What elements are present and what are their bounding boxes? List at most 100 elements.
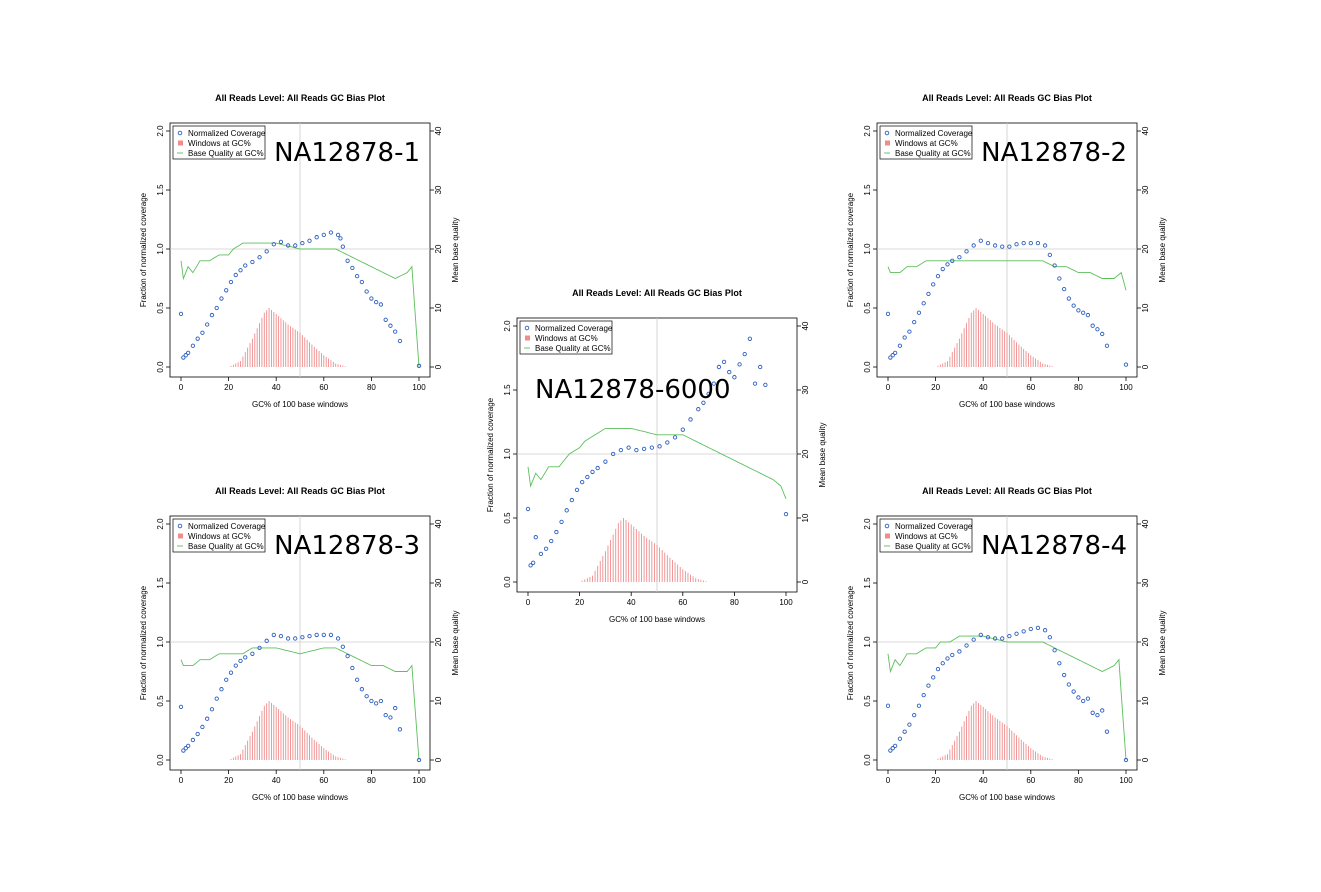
coverage-point xyxy=(228,670,234,675)
coverage-point xyxy=(185,743,191,748)
coverage-point xyxy=(742,352,747,357)
coverage-point xyxy=(1081,698,1086,704)
x-tick-label: 20 xyxy=(224,383,233,392)
coverage-point xyxy=(300,240,305,246)
legend-windows-marker xyxy=(178,533,183,539)
coverage-point xyxy=(978,632,983,638)
y-tick-label: 1.0 xyxy=(503,448,512,460)
coverage-point xyxy=(641,446,647,452)
legend-box xyxy=(172,125,266,160)
y2-axis-label: Mean base quality xyxy=(451,611,460,676)
coverage-point xyxy=(1104,729,1110,734)
y2-tick-label: 10 xyxy=(434,303,443,312)
coverage-point xyxy=(950,258,955,263)
chart-svg: All Reads Level: All Reads GC Bias Plot 0… xyxy=(846,486,1167,802)
coverage-point xyxy=(264,638,269,643)
coverage-point xyxy=(233,272,238,278)
coverage-point xyxy=(888,748,893,753)
coverage-point xyxy=(618,448,624,453)
coverage-point xyxy=(916,703,922,708)
coverage-point xyxy=(538,551,544,556)
x-tick-label: 80 xyxy=(367,776,376,785)
coverage-point xyxy=(238,658,243,664)
coverage-point xyxy=(271,242,276,247)
x-tick-label: 100 xyxy=(779,598,793,607)
coverage-point xyxy=(190,343,196,348)
coverage-point xyxy=(1061,286,1067,292)
coverage-point xyxy=(181,355,186,360)
coverage-point xyxy=(957,255,962,260)
coverage-point xyxy=(219,687,224,692)
legend-coverage-marker xyxy=(884,130,890,136)
coverage-point xyxy=(945,262,950,267)
coverage-point xyxy=(195,731,200,737)
base-quality-line xyxy=(180,242,420,368)
coverage-point xyxy=(209,707,215,712)
x-tick-label: 60 xyxy=(1026,383,1035,392)
y2-tick-label: 40 xyxy=(1141,519,1150,528)
coverage-point xyxy=(285,636,291,641)
legend-item: Windows at GC% xyxy=(895,532,958,541)
coverage-point xyxy=(271,632,276,638)
coverage-point xyxy=(533,535,538,540)
x-tick-label: 60 xyxy=(319,383,328,392)
y2-axis-label: Mean base quality xyxy=(451,218,460,283)
coverage-point xyxy=(1057,276,1062,281)
y-tick-label: 0.0 xyxy=(863,361,872,373)
coverage-point xyxy=(1095,327,1100,332)
coverage-point xyxy=(892,350,898,355)
y-tick-label: 1.0 xyxy=(863,636,872,648)
coverage-point xyxy=(243,655,248,660)
coverage-point xyxy=(907,329,912,334)
coverage-point xyxy=(890,746,895,751)
coverage-point xyxy=(183,353,188,358)
y2-axis-label: Mean base quality xyxy=(1158,611,1167,676)
coverage-point xyxy=(964,249,969,254)
coverage-point xyxy=(935,273,941,279)
coverage-point xyxy=(285,243,291,248)
legend-item: Base Quality at GC% xyxy=(895,542,971,551)
coverage-point xyxy=(181,748,186,753)
coverage-point xyxy=(912,320,917,325)
coverage-point xyxy=(300,635,305,640)
sample-label: NA12878-4 xyxy=(981,531,1127,561)
coverage-point xyxy=(1123,757,1129,763)
legend-box xyxy=(519,320,613,355)
coverage-point xyxy=(1028,240,1033,246)
coverage-point xyxy=(1000,244,1005,249)
coverage-point xyxy=(364,289,369,294)
coverage-point xyxy=(931,675,936,680)
y-tick-label: 0.0 xyxy=(863,754,872,766)
legend-item: Normalized Coverage xyxy=(188,522,266,531)
coverage-point xyxy=(397,727,403,732)
coverage-point xyxy=(1021,240,1026,246)
coverage-point xyxy=(350,265,355,271)
coverage-point xyxy=(321,232,326,237)
gc-bias-panel-na12878-3: All Reads Level: All Reads GC Bias Plot 0… xyxy=(125,478,470,808)
x-axis-label: GC% of 100 base windows xyxy=(252,793,348,802)
base-quality-line xyxy=(527,427,787,499)
coverage-point xyxy=(711,381,716,386)
gc-bias-panel-na12878-1: All Reads Level: All Reads GC Bias Plot 0… xyxy=(125,85,470,415)
y-tick-label: 0.0 xyxy=(156,361,165,373)
coverage-point xyxy=(397,338,403,344)
coverage-point xyxy=(985,240,991,246)
chart-title: All Reads Level: All Reads GC Bias Plot xyxy=(922,93,1092,103)
coverage-point xyxy=(233,663,238,668)
coverage-point xyxy=(1071,689,1076,694)
coverage-point xyxy=(564,508,569,513)
coverage-point xyxy=(945,656,950,661)
coverage-point xyxy=(1042,628,1048,633)
legend-item: Windows at GC% xyxy=(895,139,958,148)
coverage-point xyxy=(902,335,907,340)
y2-tick-label: 20 xyxy=(434,244,443,253)
x-tick-label: 40 xyxy=(272,776,281,785)
chart-svg: All Reads Level: All Reads GC Bias Plot 0… xyxy=(139,486,460,802)
x-tick-label: 60 xyxy=(319,776,328,785)
y2-tick-label: 20 xyxy=(1141,244,1150,253)
y2-tick-label: 40 xyxy=(434,126,443,135)
coverage-point xyxy=(531,560,536,565)
coverage-point xyxy=(1052,263,1057,268)
coverage-point xyxy=(345,654,350,659)
coverage-point xyxy=(1035,240,1041,246)
